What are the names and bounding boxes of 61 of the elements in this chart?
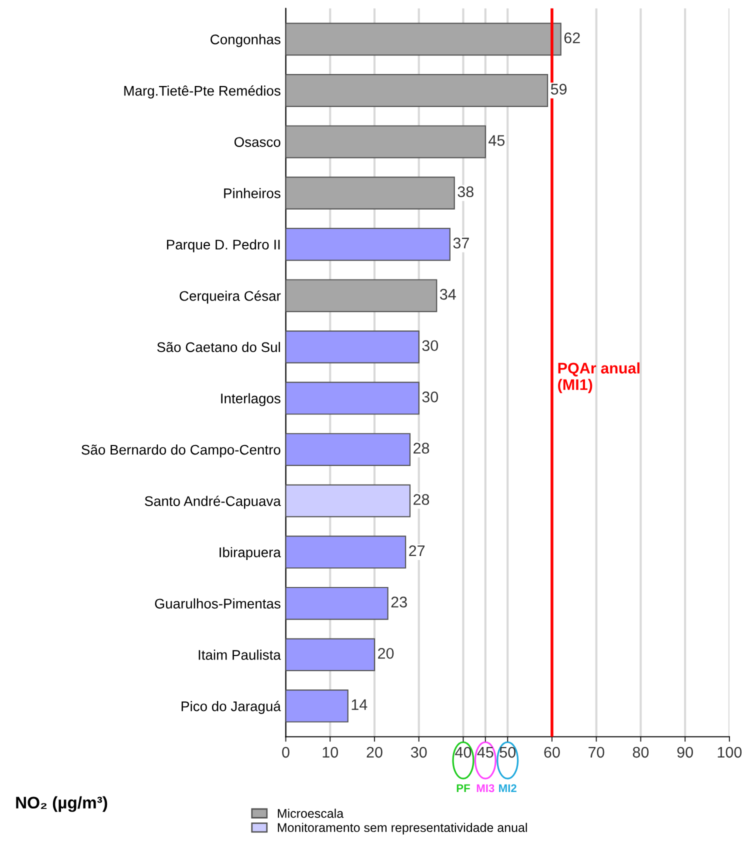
y-tick-label: Cerqueira César [180, 290, 281, 304]
legend-label: Microescala [278, 808, 344, 818]
x-axis-title: NO₂ (µg/m³) [16, 796, 108, 812]
y-tick-label: Pico do Jaraguá [182, 700, 281, 714]
bar [286, 433, 411, 466]
bar [286, 536, 406, 569]
data-label: 28 [414, 442, 430, 454]
x-tick-label: 50 [500, 746, 516, 758]
legend-label: Monitoramento sem representatividade anual [278, 822, 527, 834]
y-tick-label: Marg.Tietê-Pte Remédios [124, 85, 280, 98]
bar [286, 125, 486, 158]
y-tick-label: Santo André-Capuava [144, 496, 281, 509]
y-tick-label: Osasco [234, 137, 280, 147]
y-tick-label: São Caetano do Sul [157, 342, 280, 352]
bar [286, 279, 438, 312]
x-tick-label: 100 [718, 746, 742, 758]
bar [286, 638, 376, 672]
data-label: 14 [352, 699, 368, 710]
y-tick-label: São Bernardo do Campo-Centro [82, 444, 280, 458]
data-label: 30 [422, 340, 438, 352]
data-label: 27 [409, 545, 425, 556]
bar [286, 228, 450, 261]
data-label: 45 [488, 135, 505, 146]
data-label: 30 [422, 392, 438, 402]
data-label: 37 [453, 238, 469, 248]
bar [286, 690, 348, 722]
x-tick-label: 40 [455, 746, 472, 758]
data-label: 34 [440, 288, 456, 300]
x-tick-label: 45 [477, 747, 494, 758]
bar [286, 484, 411, 518]
y-tick-label: Ibirapuera [220, 547, 281, 560]
y-tick-label: Interlagos [221, 393, 280, 406]
x-tick-label: 20 [366, 746, 382, 758]
data-label: 38 [458, 186, 474, 198]
text: MI3 [476, 784, 494, 792]
x-tick-label: 80 [632, 746, 649, 758]
data-label: 28 [414, 494, 430, 505]
y-tick-label: Congonhas [210, 34, 280, 48]
x-tick-label: 10 [322, 746, 338, 758]
bar [286, 176, 455, 210]
bar [286, 330, 420, 364]
y-tick-label: Itaim Paulista [198, 650, 281, 660]
data-label: 23 [391, 596, 407, 608]
ref-line-label: PQAr anual (MI1) [558, 362, 640, 394]
y-tick-label: Pinheiros [224, 188, 280, 198]
x-tick-label: 60 [544, 746, 560, 758]
text: PF [456, 784, 470, 792]
y-tick-label: Parque D. Pedro II [167, 239, 280, 252]
bar [286, 382, 420, 415]
y-tick-label: Guarulhos-Pimentas [155, 598, 280, 609]
x-tick-label: 0 [282, 746, 290, 758]
x-tick-label: 30 [410, 746, 427, 758]
bar [286, 22, 562, 56]
bar [286, 74, 548, 107]
data-label: 20 [378, 648, 394, 659]
bar [286, 586, 388, 620]
text: MI2 [499, 784, 516, 792]
data-label: 59 [550, 84, 567, 95]
data-label: 62 [564, 32, 580, 44]
x-tick-label: 70 [588, 746, 604, 758]
x-tick-label: 90 [677, 746, 693, 758]
